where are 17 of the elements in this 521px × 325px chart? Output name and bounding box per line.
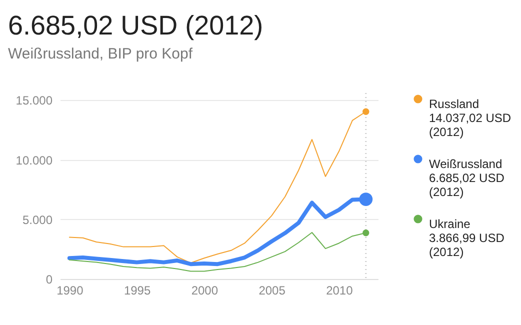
y-tick-label: 5.000 bbox=[22, 212, 53, 227]
x-tick-label: 1995 bbox=[124, 284, 151, 298]
chart-subtitle: Weißrussland, BIP pro Kopf bbox=[8, 45, 194, 62]
chart-title: 6.685,02 USD (2012) bbox=[8, 10, 264, 40]
x-tick-label: 1990 bbox=[56, 284, 84, 298]
legend-label: Weißrussland bbox=[429, 157, 502, 171]
y-tick-label: 0 bbox=[46, 272, 53, 286]
text: 3.866,99 USD (2012) bbox=[429, 231, 505, 259]
text: 6.685,02 USD (2012) bbox=[429, 171, 505, 199]
y-tick-label: 10.000 bbox=[16, 153, 53, 168]
x-tick-label: 2005 bbox=[258, 284, 286, 298]
y-tick-label: 15.000 bbox=[16, 94, 53, 108]
x-tick-label: 2000 bbox=[191, 284, 218, 298]
legend-label: Russland bbox=[429, 97, 480, 111]
x-tick-label: 2010 bbox=[326, 284, 354, 298]
legend-label: Ukraine bbox=[429, 217, 471, 231]
text: 14.037,02 USD (2012) bbox=[429, 111, 512, 139]
